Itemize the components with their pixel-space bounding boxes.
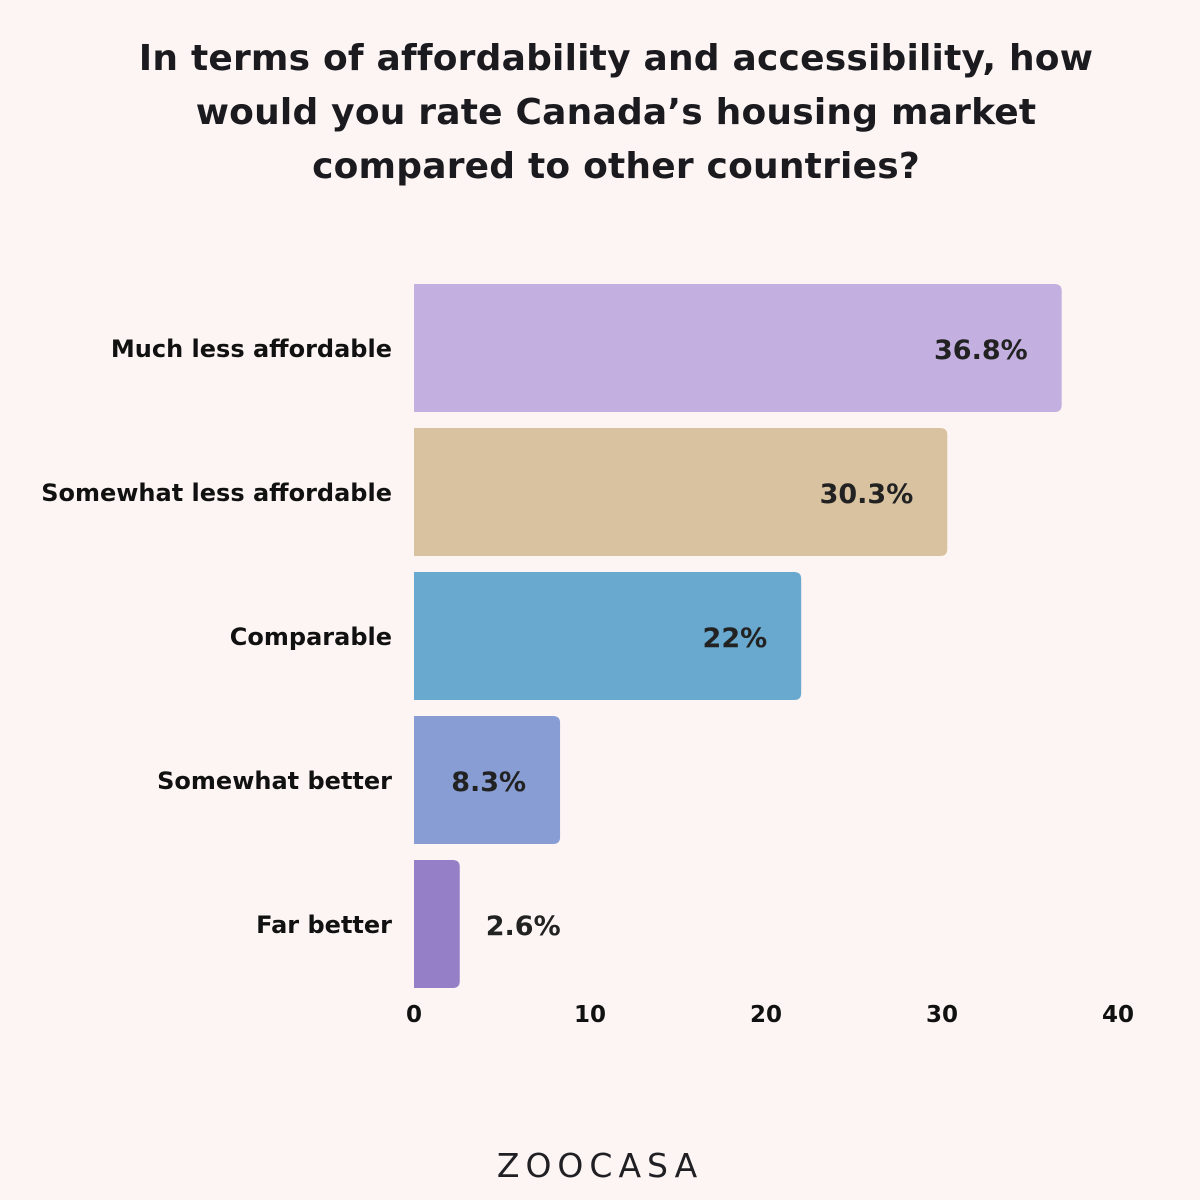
value-label-2: 30.3% (820, 479, 914, 510)
bar-2 (414, 428, 948, 556)
x-tick-0: 0 (406, 1002, 422, 1028)
title-line-1: In terms of affordability and accessibil… (138, 38, 1094, 79)
value-label-3: 22% (703, 623, 768, 654)
category-label-4: Somewhat better (157, 767, 392, 795)
title-line-2: would you rate Canada’s housing market (195, 92, 1037, 133)
bar-chart: Much less affordable 36.8% Somewhat less a… (41, 284, 1134, 1028)
bar-1 (414, 284, 1062, 412)
category-label-5: Far better (256, 911, 392, 939)
value-label-4: 8.3% (451, 767, 526, 798)
category-label-2: Somewhat less affordable (41, 479, 392, 507)
x-tick-40: 40 (1102, 1002, 1134, 1028)
value-label-1: 36.8% (934, 335, 1028, 366)
category-label-3: Comparable (230, 623, 392, 651)
chart-title: In terms of affordability and accessibil… (100, 32, 1132, 194)
bar-4 (414, 716, 561, 844)
x-tick-30: 30 (926, 1002, 958, 1028)
bar-5 (414, 860, 460, 988)
bar-3 (414, 572, 802, 700)
zoocasa-logo: ZOOCASA (496, 1146, 704, 1185)
x-tick-20: 20 (750, 1002, 782, 1028)
x-tick-10: 10 (574, 1002, 606, 1028)
title-line-3: compared to other countries? (312, 146, 920, 187)
value-label-5: 2.6% (486, 911, 561, 942)
category-label-1: Much less affordable (111, 335, 392, 363)
